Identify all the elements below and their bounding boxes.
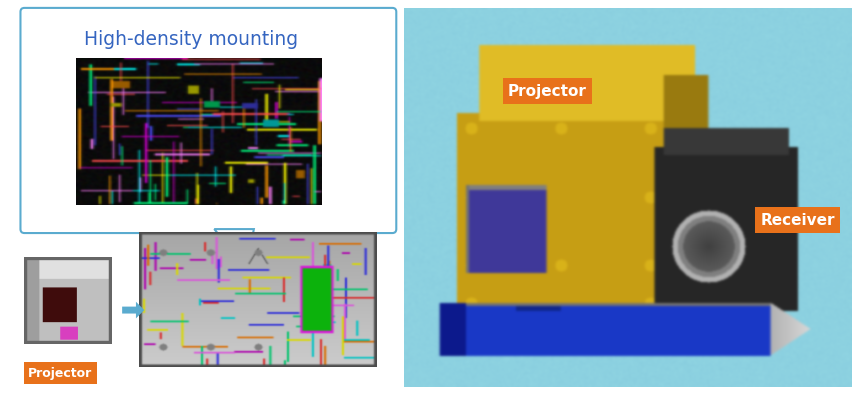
Text: Projector: Projector <box>508 84 587 99</box>
Text: High-density mounting: High-density mounting <box>83 30 298 49</box>
Text: Projector: Projector <box>28 367 92 380</box>
Text: Receiver: Receiver <box>760 213 835 228</box>
FancyBboxPatch shape <box>21 8 396 233</box>
Polygon shape <box>214 229 254 269</box>
